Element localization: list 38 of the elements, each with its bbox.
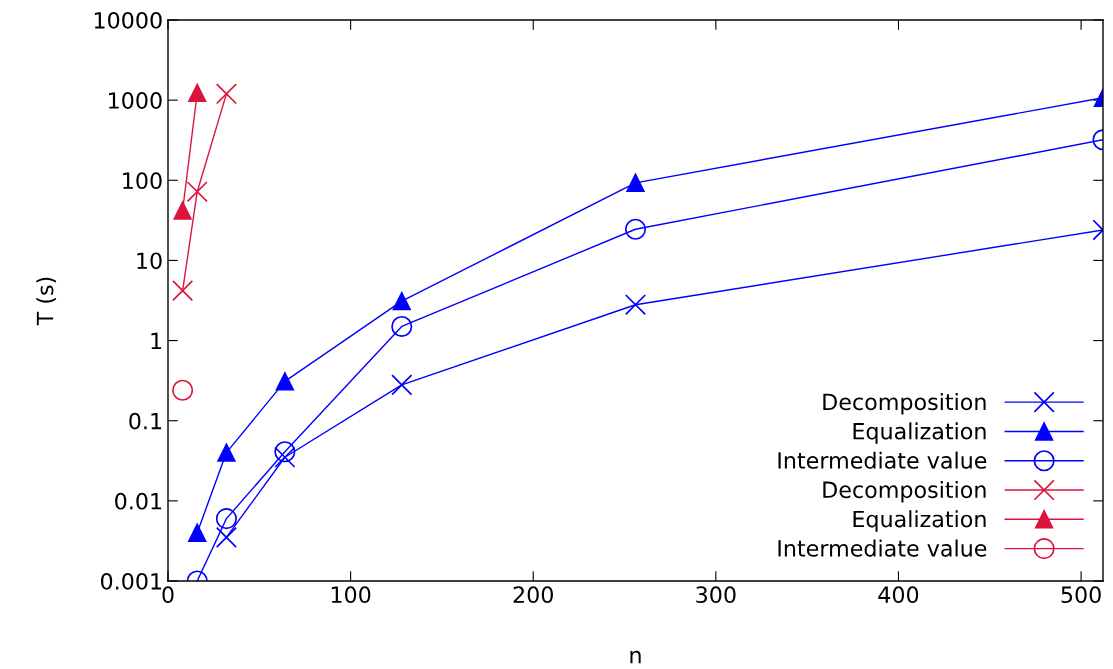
x-tick-label: 0 xyxy=(162,586,174,604)
legend-label: Intermediate value xyxy=(778,539,987,557)
point xyxy=(172,379,194,401)
point xyxy=(274,446,296,468)
x-tick-label: 300 xyxy=(696,586,736,604)
y-axis-title: T (s) xyxy=(36,277,57,326)
y-tick-label: 0.001 xyxy=(100,572,162,590)
y-tick-label: 0.1 xyxy=(129,412,162,430)
x-tick-label: 400 xyxy=(878,586,919,604)
x-axis-title: n xyxy=(630,650,641,664)
point xyxy=(186,181,208,203)
x-tick-label: 100 xyxy=(331,586,371,604)
point xyxy=(188,83,207,103)
point xyxy=(275,372,295,391)
y-tick-label: 1000 xyxy=(109,92,162,109)
point xyxy=(391,374,413,396)
legend-label: Intermediate value xyxy=(778,451,987,469)
point xyxy=(392,292,411,311)
y-tick-label: 10000 xyxy=(94,11,162,29)
point xyxy=(217,443,236,462)
legend-label: Equalization xyxy=(853,422,986,444)
y-tick-label: 10 xyxy=(137,252,162,270)
y-tick-label: 0.01 xyxy=(115,492,162,510)
y-tick-label: 100 xyxy=(123,172,162,190)
point xyxy=(215,508,237,530)
legend-label: Equalization xyxy=(853,510,986,532)
point xyxy=(188,523,207,542)
y-tick-label: 1 xyxy=(151,332,162,350)
point xyxy=(172,280,194,302)
x-tick-label: 200 xyxy=(513,586,553,604)
point xyxy=(391,315,413,338)
point xyxy=(173,201,192,220)
point xyxy=(215,83,237,105)
legend-label: Decomposition xyxy=(823,393,986,415)
point xyxy=(274,441,296,463)
point xyxy=(215,526,237,548)
x-tick-label: 500 xyxy=(1061,586,1101,604)
legend-label: Decomposition xyxy=(823,480,986,503)
